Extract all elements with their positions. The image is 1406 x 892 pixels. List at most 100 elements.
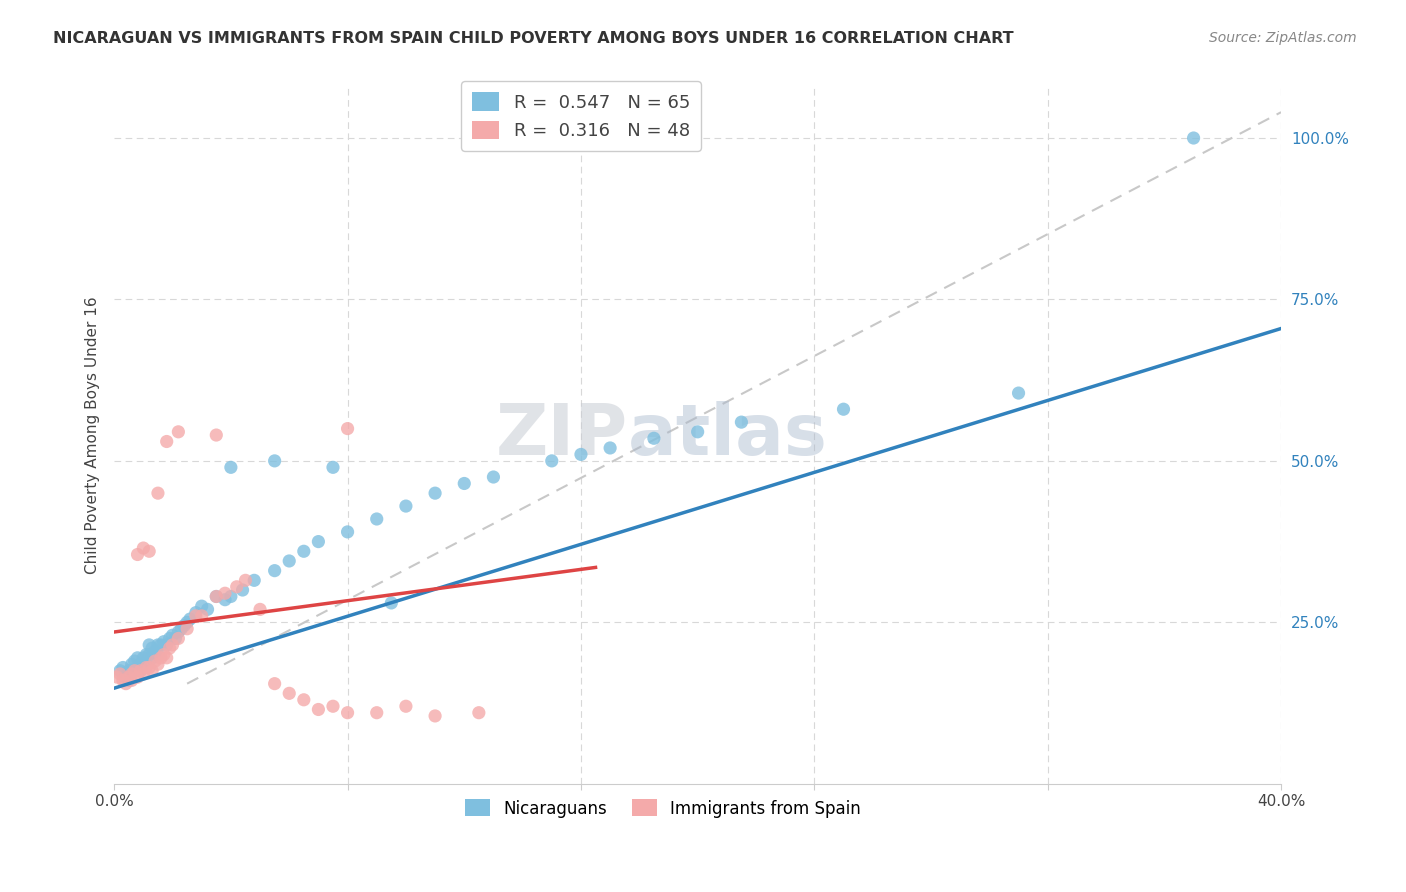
Point [118, 670, 141, 684]
Point [176, 622, 198, 636]
Point [205, 428, 228, 442]
Point [167, 632, 190, 646]
Point [118, 664, 141, 678]
Point [156, 638, 179, 652]
Point [146, 657, 169, 672]
Point [278, 554, 301, 568]
Point [225, 580, 247, 594]
Point [832, 402, 855, 417]
Point [127, 650, 149, 665]
Point [730, 415, 752, 429]
Point [121, 667, 143, 681]
Point [599, 441, 621, 455]
Point [569, 447, 592, 461]
Point [167, 425, 190, 439]
Point [162, 638, 184, 652]
Point [156, 434, 179, 449]
Point [540, 454, 562, 468]
Point [263, 676, 285, 690]
Point [149, 650, 172, 665]
Text: atlas: atlas [627, 401, 828, 469]
Point [143, 654, 166, 668]
Point [219, 590, 242, 604]
Text: NICARAGUAN VS IMMIGRANTS FROM SPAIN CHILD POVERTY AMONG BOYS UNDER 16 CORRELATIO: NICARAGUAN VS IMMIGRANTS FROM SPAIN CHIL… [53, 31, 1014, 46]
Point [336, 706, 359, 720]
Point [482, 470, 505, 484]
Point [263, 564, 285, 578]
Point [135, 648, 157, 662]
Point [380, 596, 402, 610]
Point [111, 660, 134, 674]
Point [366, 706, 388, 720]
Point [111, 673, 134, 688]
Point [108, 664, 131, 678]
Point [243, 574, 266, 588]
Point [278, 686, 301, 700]
Point [124, 664, 146, 678]
Point [129, 664, 152, 678]
Point [453, 476, 475, 491]
Point [173, 618, 195, 632]
Point [162, 628, 184, 642]
Point [1182, 131, 1205, 145]
Point [468, 706, 491, 720]
Point [121, 657, 143, 672]
Point [124, 654, 146, 668]
Point [129, 664, 152, 678]
Point [395, 699, 418, 714]
Point [124, 664, 146, 678]
Point [322, 460, 344, 475]
Point [170, 622, 193, 636]
Point [141, 650, 163, 665]
Point [184, 608, 207, 623]
Legend: Nicaraguans, Immigrants from Spain: Nicaraguans, Immigrants from Spain [458, 793, 868, 824]
Point [129, 657, 152, 672]
Point [141, 664, 163, 678]
Point [219, 460, 242, 475]
Point [127, 660, 149, 674]
Point [423, 486, 446, 500]
Point [366, 512, 388, 526]
Point [205, 590, 228, 604]
Point [152, 634, 174, 648]
Point [205, 590, 228, 604]
Point [232, 582, 254, 597]
Point [179, 612, 201, 626]
Point [156, 650, 179, 665]
Point [292, 544, 315, 558]
Point [132, 667, 155, 681]
Point [336, 524, 359, 539]
Point [643, 431, 665, 445]
Point [184, 606, 207, 620]
Point [135, 660, 157, 674]
Point [190, 608, 212, 623]
Point [118, 673, 141, 688]
Point [190, 599, 212, 614]
Point [307, 702, 329, 716]
Point [159, 641, 181, 656]
Point [138, 638, 160, 652]
Point [322, 699, 344, 714]
Point [307, 534, 329, 549]
Text: ZIP: ZIP [495, 401, 627, 469]
Point [214, 592, 236, 607]
Point [138, 648, 160, 662]
Point [108, 667, 131, 681]
Point [423, 709, 446, 723]
Point [127, 548, 149, 562]
Point [121, 667, 143, 681]
Point [132, 650, 155, 665]
Point [146, 638, 169, 652]
Point [115, 670, 138, 684]
Point [146, 486, 169, 500]
Point [132, 657, 155, 672]
Point [263, 454, 285, 468]
Point [1007, 386, 1029, 401]
Point [214, 586, 236, 600]
Point [292, 693, 315, 707]
Point [141, 641, 163, 656]
Point [121, 673, 143, 688]
Point [197, 602, 219, 616]
Point [249, 602, 271, 616]
Point [132, 541, 155, 555]
